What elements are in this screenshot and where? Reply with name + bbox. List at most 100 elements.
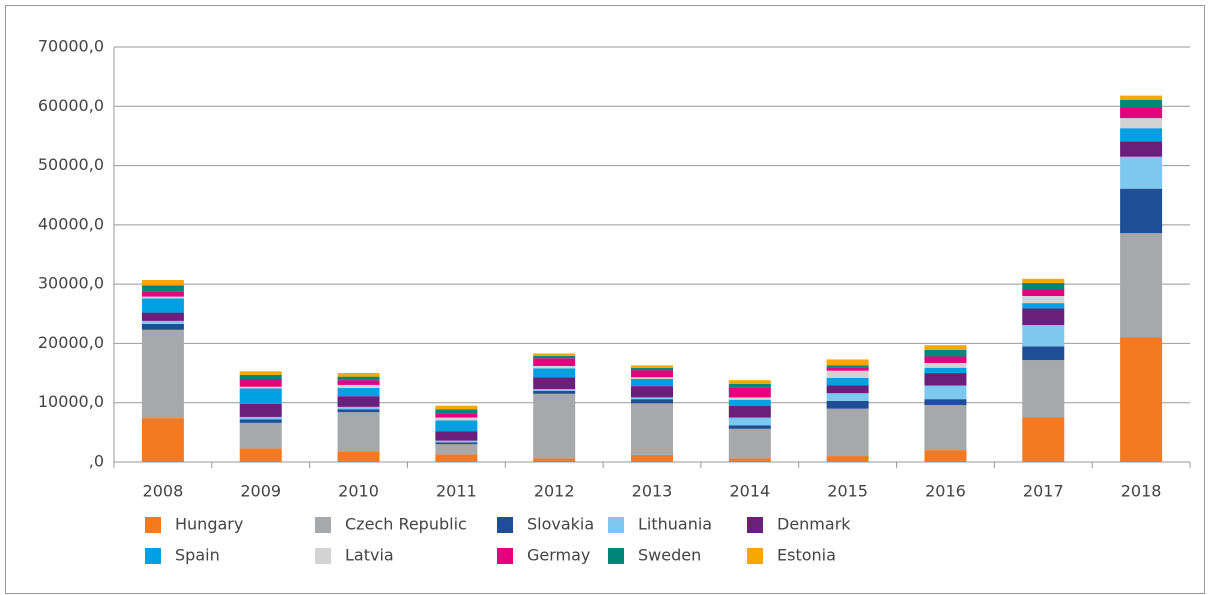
bar-segment <box>435 440 478 443</box>
legend-swatch <box>497 517 513 533</box>
bar-segment <box>728 458 771 462</box>
bar-segment <box>631 397 673 400</box>
bar-segment <box>924 345 967 350</box>
bar-segment <box>1022 360 1065 418</box>
bar-segment <box>826 408 869 457</box>
legend-swatch <box>747 517 763 533</box>
legend-swatch <box>315 517 331 533</box>
x-tick-label: 2017 <box>1023 482 1064 501</box>
bar-segment <box>1022 346 1065 361</box>
x-tick-label: 2008 <box>143 482 184 501</box>
y-tick-label: ,0 <box>89 452 104 471</box>
bar-segment <box>1022 303 1065 309</box>
bar-segment <box>631 386 673 398</box>
bar-segment <box>728 380 771 384</box>
bar-segment <box>533 393 576 459</box>
bar-segment <box>1120 156 1163 189</box>
bar-segment <box>728 397 771 400</box>
bar-segment <box>1120 99 1163 108</box>
bar-segment <box>435 444 478 455</box>
bar-segment <box>533 458 576 462</box>
x-tick-label: 2009 <box>240 482 281 501</box>
x-tick-label: 2018 <box>1121 482 1162 501</box>
y-tick-label: 70000,0 <box>38 37 104 56</box>
bar-segment <box>924 450 967 462</box>
bar-segment <box>533 358 576 366</box>
bar-segment <box>141 285 184 292</box>
legend-label: Czech Republic <box>345 515 467 534</box>
bar-segment <box>826 393 869 401</box>
bar-segment <box>239 386 282 389</box>
legend-label: Latvia <box>345 546 394 565</box>
x-tick-label: 2015 <box>827 482 868 501</box>
bar-segment <box>337 396 380 407</box>
y-tick-label: 10000,0 <box>38 392 104 411</box>
bar-segment <box>239 371 282 375</box>
bar-segment <box>1120 95 1163 100</box>
bar-segment <box>337 412 380 452</box>
bar-segment <box>239 379 282 387</box>
legend-label: Denmark <box>777 515 851 534</box>
bar-segment <box>533 368 576 378</box>
x-tick-label: 2012 <box>534 482 575 501</box>
bar-segment <box>435 405 478 410</box>
bar-segment <box>337 409 380 413</box>
legend-swatch <box>747 548 763 564</box>
bar-segment <box>141 329 184 419</box>
bar-segment <box>141 418 184 462</box>
bar-segment <box>631 365 673 368</box>
bar-segment <box>631 377 673 379</box>
y-tick-label: 30000,0 <box>38 274 104 293</box>
bar-segment <box>631 399 673 404</box>
legend-label: Germay <box>527 546 590 565</box>
bar-segment <box>1022 282 1065 290</box>
bar-segment <box>239 374 282 379</box>
bar-segment <box>728 405 771 418</box>
bar-segment <box>1120 141 1163 157</box>
bar-segment <box>631 370 673 378</box>
bar-segment <box>337 451 380 462</box>
bar-segment <box>337 376 380 381</box>
bar-segment <box>141 323 184 330</box>
bar-segment <box>728 383 771 388</box>
bar-segment <box>924 385 967 400</box>
bar-segment <box>1022 308 1065 326</box>
y-tick-label: 50000,0 <box>38 155 104 174</box>
bar-segment <box>239 422 282 449</box>
bar-segment <box>1120 337 1163 462</box>
bar-segment <box>1120 233 1163 338</box>
bar-segment <box>239 416 282 420</box>
bar-segment <box>435 413 478 418</box>
bar-segment <box>826 385 869 394</box>
bar-segment <box>533 390 576 394</box>
bar-segment <box>239 388 282 404</box>
bar-segment <box>533 353 576 356</box>
x-tick-label: 2014 <box>729 482 770 501</box>
bar-segment <box>435 409 478 414</box>
bar-segment <box>239 448 282 462</box>
bar-segment <box>435 454 478 462</box>
bar-segment <box>141 291 184 297</box>
bar-segment <box>1022 417 1065 462</box>
bar-segment <box>337 373 380 377</box>
bar-segment <box>924 405 967 451</box>
bar-segment <box>141 298 184 313</box>
bar-segment <box>337 380 380 385</box>
frame <box>5 5 1205 594</box>
bar-segment <box>239 419 282 423</box>
bar-segment <box>533 355 576 359</box>
bar-segment <box>631 403 673 455</box>
bar-segment <box>924 362 967 368</box>
bar-segment <box>141 279 184 286</box>
legend-swatch <box>608 548 624 564</box>
bar-segment <box>435 431 478 441</box>
bar-segment <box>1022 289 1065 296</box>
bar-segment <box>533 377 576 390</box>
x-tick-label: 2016 <box>925 482 966 501</box>
bar-segment <box>728 417 771 426</box>
bar-segment <box>728 387 771 398</box>
bar-segment <box>631 454 673 462</box>
x-tick-label: 2011 <box>436 482 477 501</box>
y-tick-label: 20000,0 <box>38 333 104 352</box>
bar-segment <box>1022 325 1065 347</box>
